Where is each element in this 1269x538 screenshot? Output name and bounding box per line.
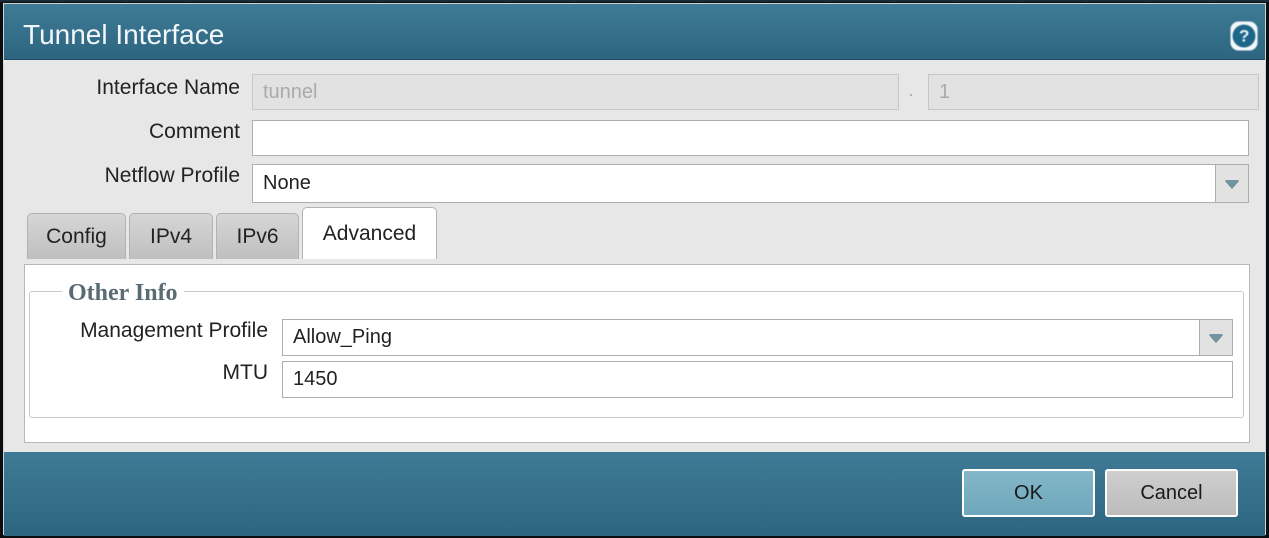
svg-text:?: ? [1239, 27, 1249, 46]
